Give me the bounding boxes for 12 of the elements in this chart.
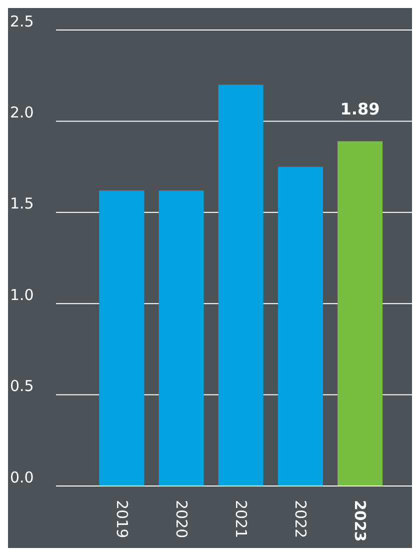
y-tick-label: 0.5 xyxy=(10,377,34,396)
y-tick-label: 1.0 xyxy=(10,286,34,304)
y-tick-label: 0.0 xyxy=(10,468,34,486)
x-tick-label: 2022 xyxy=(292,500,310,538)
x-tick-label: 2020 xyxy=(172,500,190,538)
x-tick-label: 2021 xyxy=(232,500,250,538)
y-tick-label: 2.5 xyxy=(10,12,34,30)
data-label: 1.89 xyxy=(340,99,380,118)
x-tick-label: 2019 xyxy=(112,500,131,538)
y-tick-label: 2.0 xyxy=(10,104,34,122)
x-tick-label: 2023 xyxy=(351,500,370,542)
y-tick-label: 1.5 xyxy=(10,194,34,213)
